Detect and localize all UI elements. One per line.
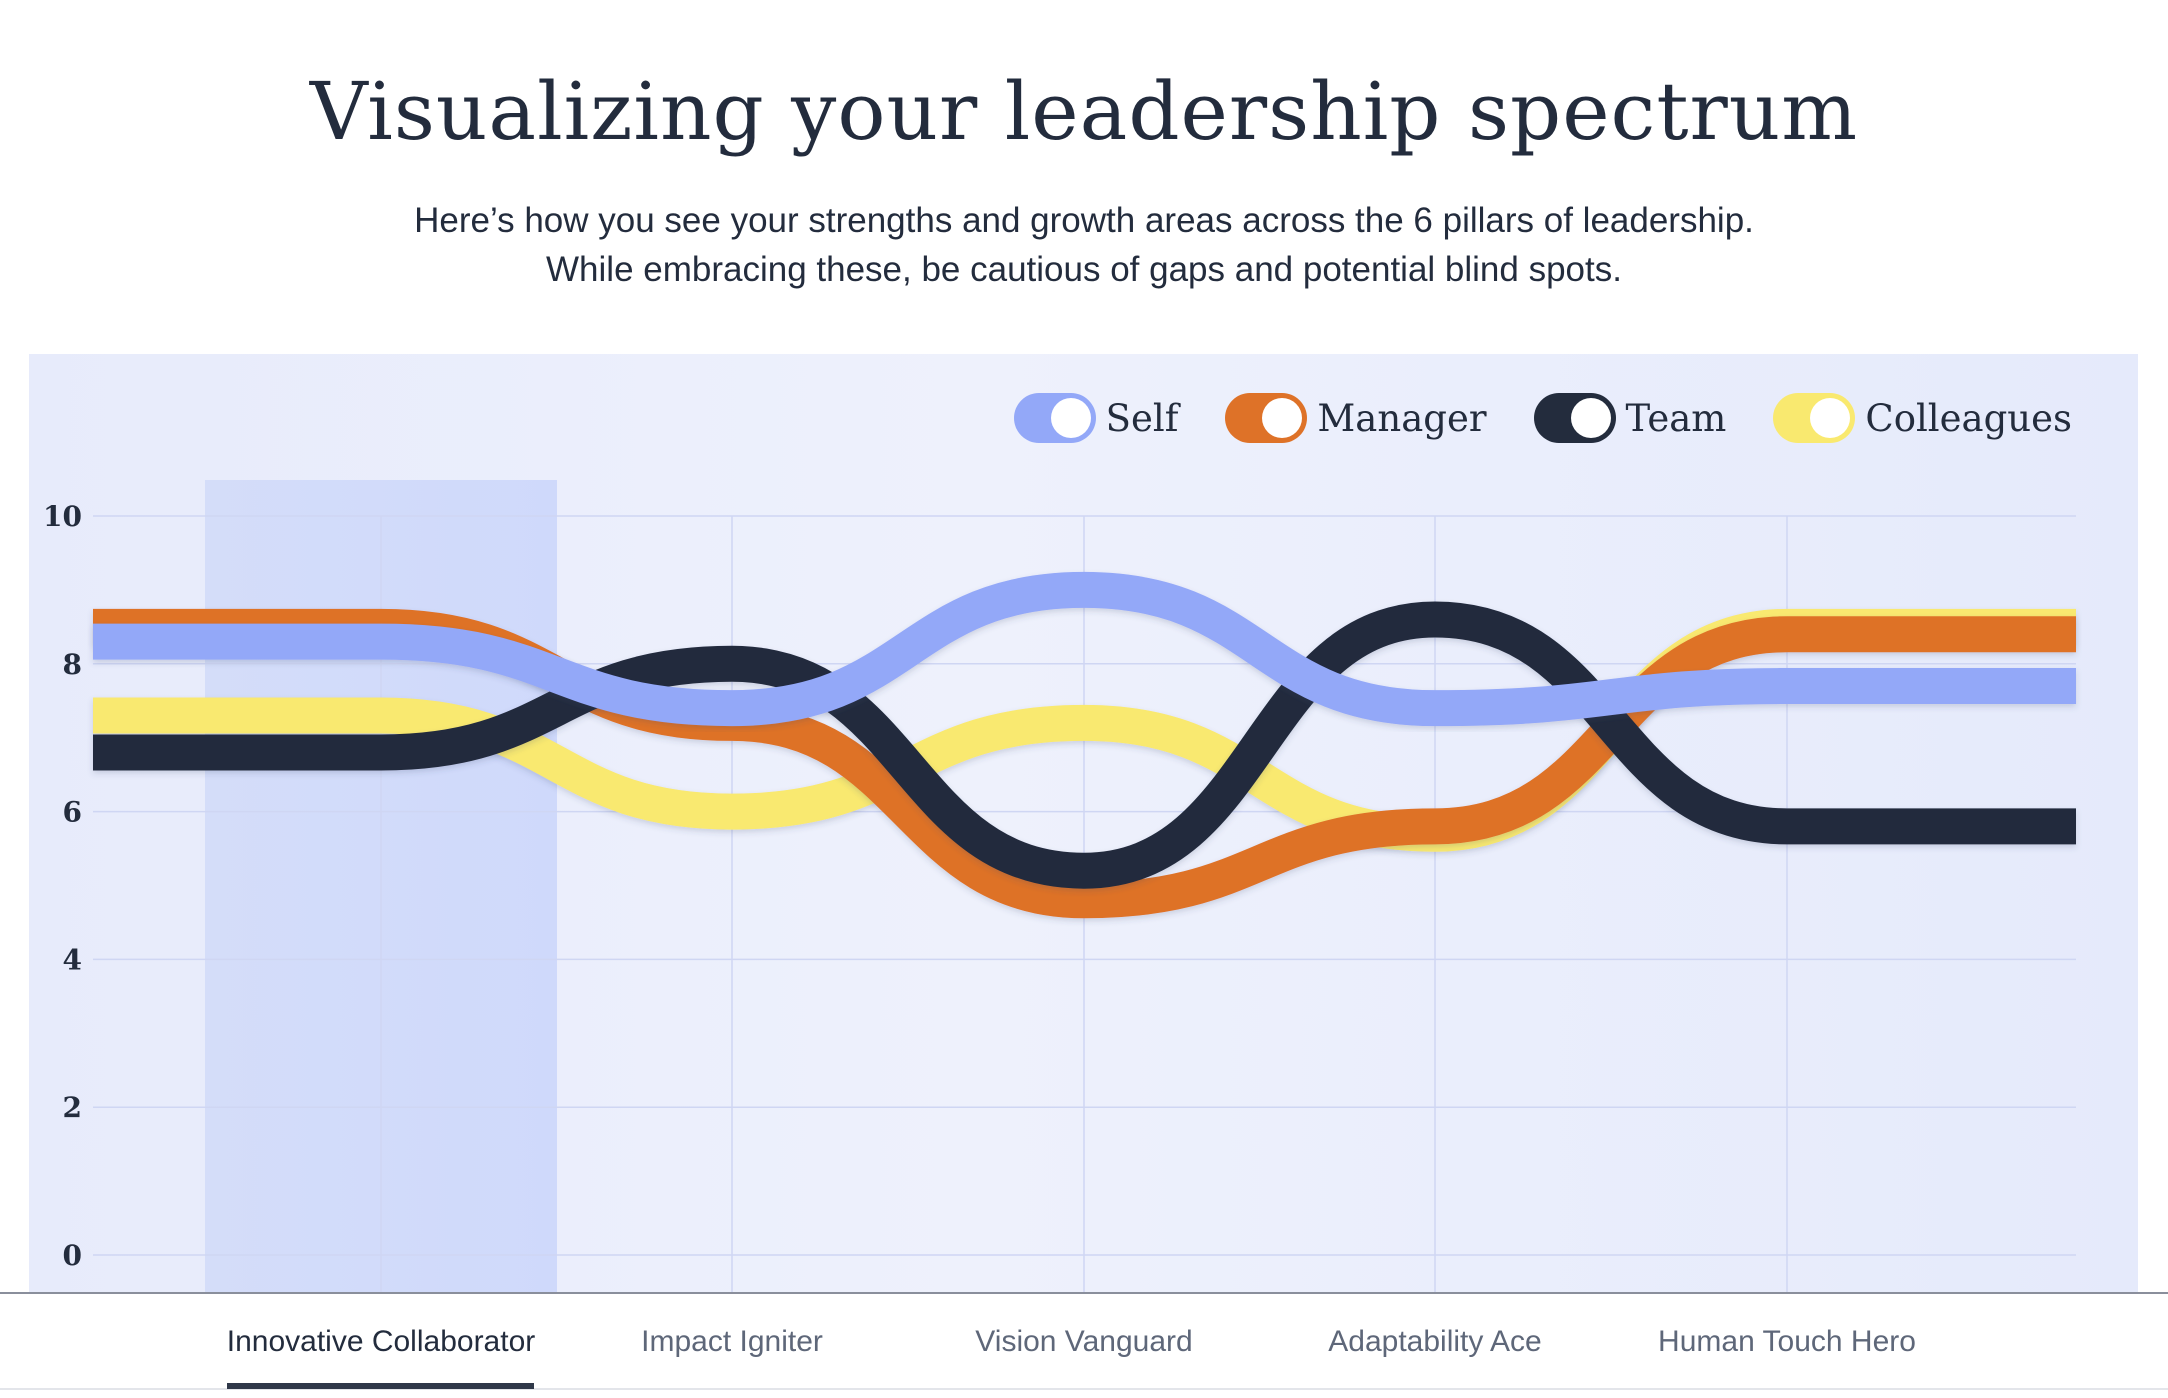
toggle-knob: [1050, 398, 1091, 438]
legend-label-team: Team: [1625, 396, 1727, 440]
page-subtitle: Here’s how you see your strengths and gr…: [414, 201, 1754, 289]
legend-item-self[interactable]: Self: [1013, 393, 1179, 443]
leadership-line-chart: 0 2 4 6 8 10: [43, 480, 2076, 1292]
toggle-knob: [1570, 398, 1611, 438]
toggle-knob: [1262, 398, 1303, 438]
active-tab-indicator: [227, 1383, 534, 1389]
y-tick-label: 2: [63, 1091, 82, 1124]
colleagues-toggle[interactable]: [1773, 393, 1856, 443]
legend-item-team[interactable]: Team: [1533, 393, 1727, 443]
legend-label-self: Self: [1105, 396, 1179, 440]
tab-impact-igniter[interactable]: Impact Igniter: [641, 1325, 823, 1358]
y-tick-label: 6: [63, 796, 82, 829]
tab-human-touch-hero[interactable]: Human Touch Hero: [1658, 1325, 1916, 1358]
toggle-knob: [1810, 398, 1851, 438]
team-toggle[interactable]: [1533, 393, 1616, 443]
legend-item-colleagues[interactable]: Colleagues: [1773, 393, 2072, 443]
legend-label-manager: Manager: [1317, 396, 1487, 440]
pillar-tabs: Innovative Collaborator Impact Igniter V…: [0, 1292, 2168, 1390]
manager-toggle[interactable]: [1225, 393, 1308, 443]
tab-adaptability-ace[interactable]: Adaptability Ace: [1328, 1325, 1542, 1358]
series-line-self[interactable]: [93, 571, 2076, 727]
self-toggle[interactable]: [1013, 393, 1096, 443]
page-title: Visualizing your leadership spectrum: [309, 65, 1859, 158]
chart-panel: 0 2 4 6 8 10 Self Manager Team Colleagues: [29, 354, 2138, 1292]
y-tick-label: 0: [63, 1239, 82, 1272]
tab-vision-vanguard[interactable]: Vision Vanguard: [975, 1325, 1193, 1358]
y-tick-label: 4: [63, 943, 82, 976]
tab-innovative-collaborator[interactable]: Innovative Collaborator: [226, 1325, 536, 1358]
chart-legend: Self Manager Team Colleagues: [967, 393, 2072, 443]
legend-label-colleagues: Colleagues: [1865, 396, 2072, 440]
y-tick-label: 8: [63, 648, 82, 681]
legend-item-manager[interactable]: Manager: [1225, 393, 1487, 443]
y-tick-label: 10: [43, 500, 82, 533]
